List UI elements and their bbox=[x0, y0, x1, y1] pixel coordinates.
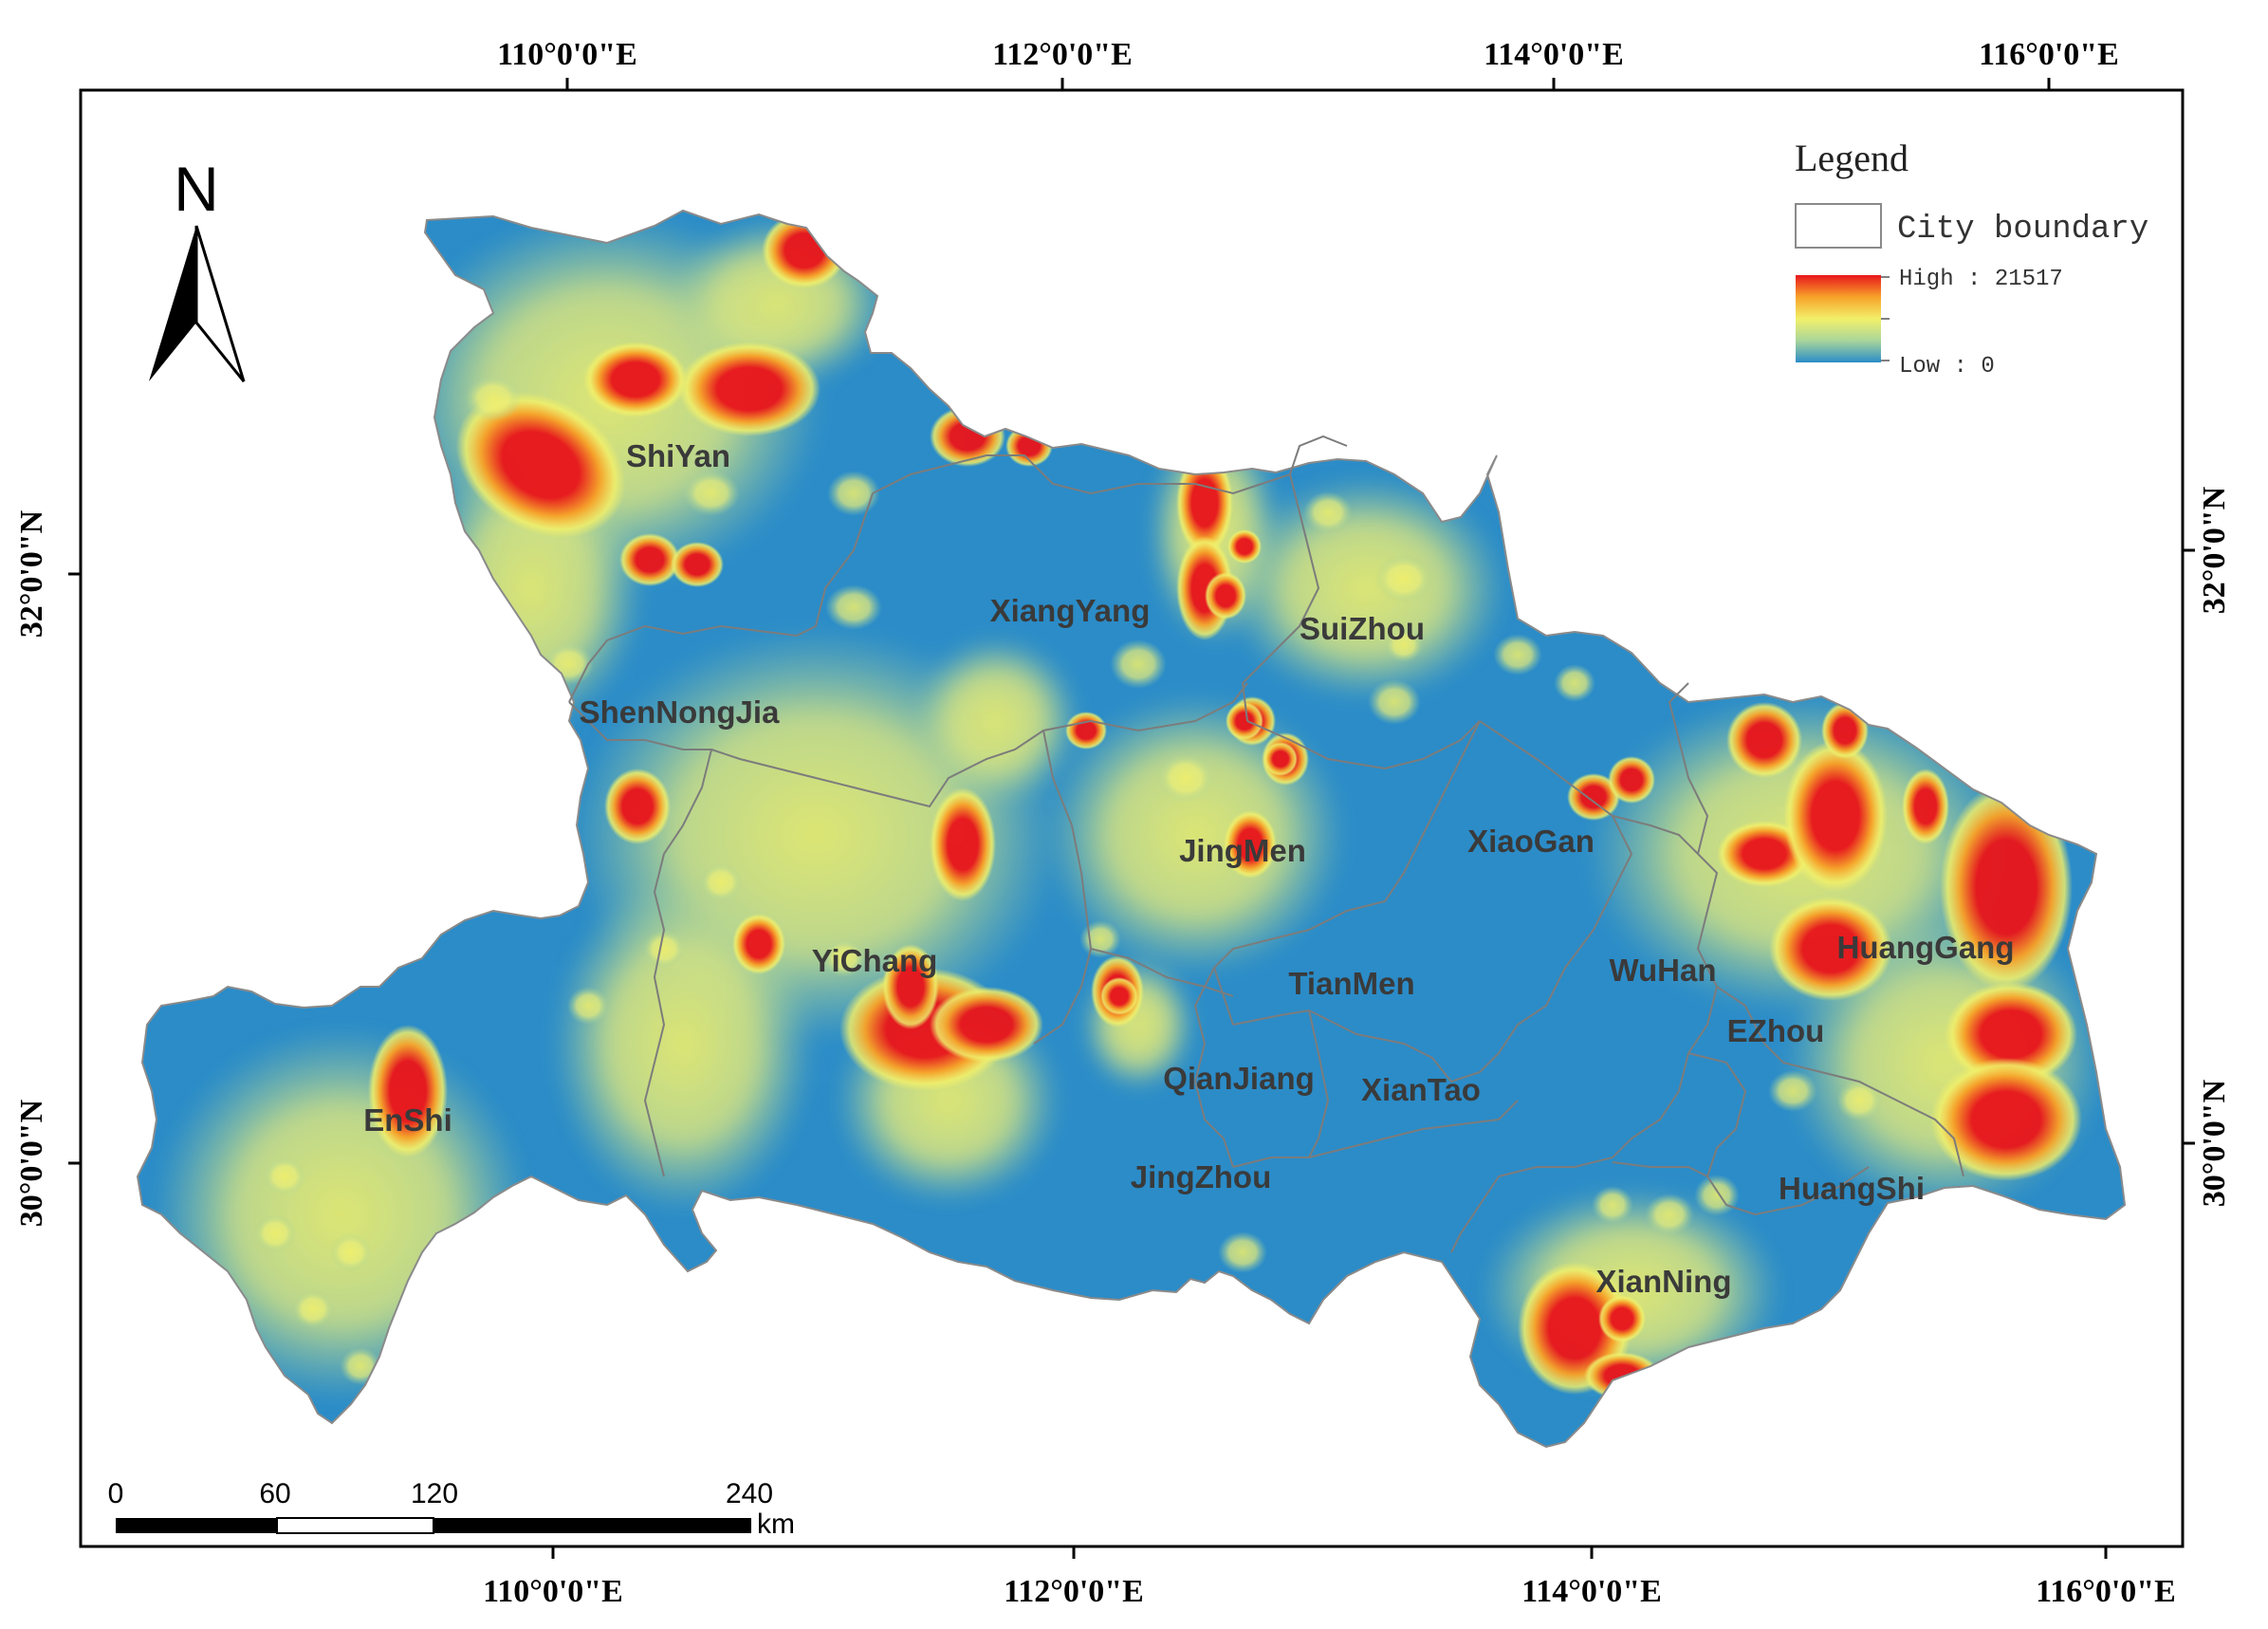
legend-high-label: High : 21517 bbox=[1899, 267, 2063, 292]
city-label: XianNing bbox=[1595, 1264, 1731, 1299]
boundary-qianjiang-west bbox=[1193, 967, 1234, 1168]
scale-bar: 0 60 120 240 km bbox=[108, 1478, 795, 1540]
legend-boundary-label: City boundary bbox=[1897, 212, 2148, 248]
lat-label-left: 32°0'0"N bbox=[14, 509, 49, 638]
graticule-labels-right: 32°0'0"N 30°0'0"N bbox=[2197, 486, 2232, 1207]
boundary-xiangyang bbox=[872, 454, 1320, 722]
city-boundaries bbox=[568, 435, 1964, 1253]
lat-label-right: 32°0'0"N bbox=[2197, 486, 2232, 614]
boundary-jingmen-west bbox=[1033, 730, 1093, 1045]
boundary-yichang-north bbox=[710, 682, 1248, 808]
city-label: WuHan bbox=[1609, 953, 1716, 988]
legend-density-ramp bbox=[1796, 275, 1881, 362]
city-label: XianTao bbox=[1361, 1072, 1481, 1107]
scale-segment-2 bbox=[276, 1517, 434, 1534]
lat-label-left: 30°0'0"N bbox=[14, 1099, 49, 1227]
boundary-tianmen-south bbox=[1232, 1009, 1500, 1083]
boundary-suizhou-west bbox=[1289, 435, 1348, 475]
scale-unit-label: km bbox=[757, 1509, 795, 1540]
boundary-jingzhou-north bbox=[1232, 1100, 1519, 1168]
scale-tick-label: 120 bbox=[411, 1478, 458, 1509]
north-arrow-label: N bbox=[174, 154, 219, 224]
north-arrow: N bbox=[149, 154, 246, 382]
lon-label-top: 116°0'0"E bbox=[1979, 37, 2119, 72]
boundary-jingmen-jingzhou bbox=[1090, 948, 1234, 997]
scale-tick-label: 0 bbox=[108, 1478, 124, 1509]
city-label: JingMen bbox=[1179, 833, 1306, 868]
boundary-qianjiang-xiantao bbox=[1308, 1009, 1330, 1158]
boundary-huangshi bbox=[1716, 986, 1964, 1177]
scale-tick-label: 240 bbox=[726, 1478, 773, 1509]
boundary-xiaogan-east bbox=[1479, 720, 1633, 1054]
city-label: HuangGang bbox=[1837, 930, 2015, 965]
city-label: EZhou bbox=[1727, 1013, 1825, 1048]
boundary-jingmen-north bbox=[1246, 720, 1481, 770]
city-label: JingZhou bbox=[1131, 1159, 1271, 1194]
legend: Legend City boundary High : 21517 Low : … bbox=[1795, 137, 2148, 379]
lon-label-bottom: 114°0'0"E bbox=[1521, 1574, 1662, 1609]
city-label: XiangYang bbox=[990, 593, 1151, 628]
boundary-xianning-west bbox=[1450, 1175, 1500, 1253]
lon-label-top: 110°0'0"E bbox=[497, 37, 637, 72]
graticule-labels-bottom: 110°0'0"E 112°0'0"E 114°0'0"E 116°0'0"E bbox=[483, 1574, 2176, 1609]
city-label: ShiYan bbox=[626, 438, 730, 473]
north-arrow-dark-half bbox=[149, 226, 196, 381]
boundary-enshi-yichang bbox=[568, 701, 713, 1177]
boundary-xianning-north bbox=[1612, 1161, 1708, 1177]
graticule-labels-left: 32°0'0"N 30°0'0"N bbox=[14, 509, 49, 1227]
graticule-labels-top: 110°0'0"E 112°0'0"E 114°0'0"E 116°0'0"E bbox=[497, 37, 2119, 72]
city-label: YiChang bbox=[812, 943, 938, 978]
legend-title: Legend bbox=[1795, 137, 1908, 179]
boundary-shiyan-south bbox=[568, 492, 874, 703]
city-labels: ShiYan XiangYang SuiZhou ShenNongJia Jin… bbox=[363, 438, 2014, 1299]
lon-label-bottom: 110°0'0"E bbox=[483, 1574, 623, 1609]
graticule-ticks bbox=[68, 78, 2195, 1559]
boundary-huanggang-west bbox=[1668, 682, 1709, 855]
city-label: HuangShi bbox=[1779, 1171, 1925, 1206]
north-arrow-light-half bbox=[194, 225, 246, 382]
city-label: QianJiang bbox=[1163, 1061, 1315, 1096]
boundary-wuhan bbox=[1498, 815, 1719, 1177]
legend-boundary-swatch bbox=[1795, 203, 1882, 249]
city-label: ShenNongJia bbox=[580, 694, 781, 730]
lon-label-top: 114°0'0"E bbox=[1484, 37, 1624, 72]
city-label: XiaoGan bbox=[1467, 824, 1595, 859]
scale-segment-1 bbox=[116, 1518, 277, 1533]
lat-label-right: 30°0'0"N bbox=[2197, 1079, 2232, 1207]
scale-tick-label: 60 bbox=[259, 1478, 290, 1509]
legend-low-label: Low : 0 bbox=[1899, 354, 1995, 379]
city-label: TianMen bbox=[1288, 966, 1414, 1001]
city-label: SuiZhou bbox=[1300, 611, 1425, 646]
lon-label-top: 112°0'0"E bbox=[992, 37, 1133, 72]
lon-label-bottom: 112°0'0"E bbox=[1004, 1574, 1144, 1609]
city-label: EnShi bbox=[363, 1102, 452, 1138]
scale-segment-3 bbox=[433, 1518, 751, 1533]
lon-label-bottom: 116°0'0"E bbox=[2036, 1574, 2176, 1609]
